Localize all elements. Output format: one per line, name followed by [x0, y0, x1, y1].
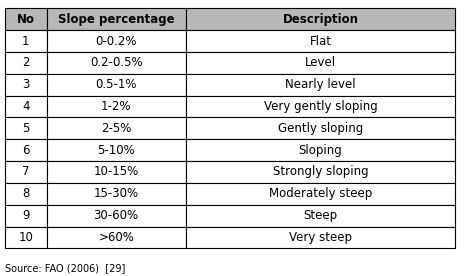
Text: 10-15%: 10-15%	[93, 166, 139, 179]
Text: Moderately steep: Moderately steep	[269, 187, 372, 200]
Text: 15-30%: 15-30%	[94, 187, 139, 200]
Text: 2-5%: 2-5%	[101, 122, 131, 135]
Text: 4: 4	[22, 100, 29, 113]
Text: Very gently sloping: Very gently sloping	[264, 100, 377, 113]
Bar	[5, 161, 46, 183]
Bar	[46, 117, 186, 139]
Bar	[5, 74, 46, 95]
Bar	[5, 8, 46, 30]
Text: 7: 7	[22, 166, 29, 179]
Text: 5: 5	[22, 122, 29, 135]
Bar	[186, 95, 456, 117]
Text: 0.5-1%: 0.5-1%	[95, 78, 137, 91]
Bar	[186, 8, 456, 30]
Bar	[46, 205, 186, 227]
Text: 9: 9	[22, 209, 29, 222]
Text: Sloping: Sloping	[299, 144, 343, 157]
Text: 0.2-0.5%: 0.2-0.5%	[90, 56, 143, 69]
Text: Flat: Flat	[310, 34, 332, 47]
Text: Steep: Steep	[303, 209, 337, 222]
Bar	[186, 227, 456, 248]
Bar	[46, 227, 186, 248]
Bar	[46, 183, 186, 205]
Bar	[186, 139, 456, 161]
Bar	[186, 205, 456, 227]
Text: >60%: >60%	[98, 231, 134, 244]
Bar	[46, 52, 186, 74]
Bar	[5, 30, 46, 52]
Text: 30-60%: 30-60%	[94, 209, 139, 222]
Text: 10: 10	[18, 231, 33, 244]
Text: 8: 8	[22, 187, 29, 200]
Bar	[46, 161, 186, 183]
Text: Level: Level	[305, 56, 336, 69]
Bar	[46, 139, 186, 161]
Bar	[46, 30, 186, 52]
Text: 1: 1	[22, 34, 29, 47]
Text: 5-10%: 5-10%	[97, 144, 135, 157]
Bar	[5, 205, 46, 227]
Text: 0-0.2%: 0-0.2%	[95, 34, 137, 47]
Bar	[5, 52, 46, 74]
Text: Description: Description	[283, 13, 359, 26]
Bar	[46, 95, 186, 117]
Bar	[5, 117, 46, 139]
Bar	[46, 8, 186, 30]
Text: Very steep: Very steep	[289, 231, 352, 244]
Bar	[5, 183, 46, 205]
Bar	[186, 74, 456, 95]
Bar	[5, 95, 46, 117]
Bar	[46, 74, 186, 95]
Text: Gently sloping: Gently sloping	[278, 122, 363, 135]
Text: 6: 6	[22, 144, 29, 157]
Bar	[186, 161, 456, 183]
Text: No: No	[17, 13, 35, 26]
Text: 1-2%: 1-2%	[101, 100, 131, 113]
Text: Slope percentage: Slope percentage	[58, 13, 174, 26]
Bar	[186, 30, 456, 52]
Bar	[5, 227, 46, 248]
Text: Strongly sloping: Strongly sloping	[273, 166, 368, 179]
Bar	[186, 183, 456, 205]
Bar	[186, 52, 456, 74]
Text: 2: 2	[22, 56, 29, 69]
Text: Nearly level: Nearly level	[285, 78, 356, 91]
Text: Source: FAO (2006)  [29]: Source: FAO (2006) [29]	[5, 263, 125, 273]
Text: 3: 3	[22, 78, 29, 91]
Bar	[5, 139, 46, 161]
Bar	[186, 117, 456, 139]
